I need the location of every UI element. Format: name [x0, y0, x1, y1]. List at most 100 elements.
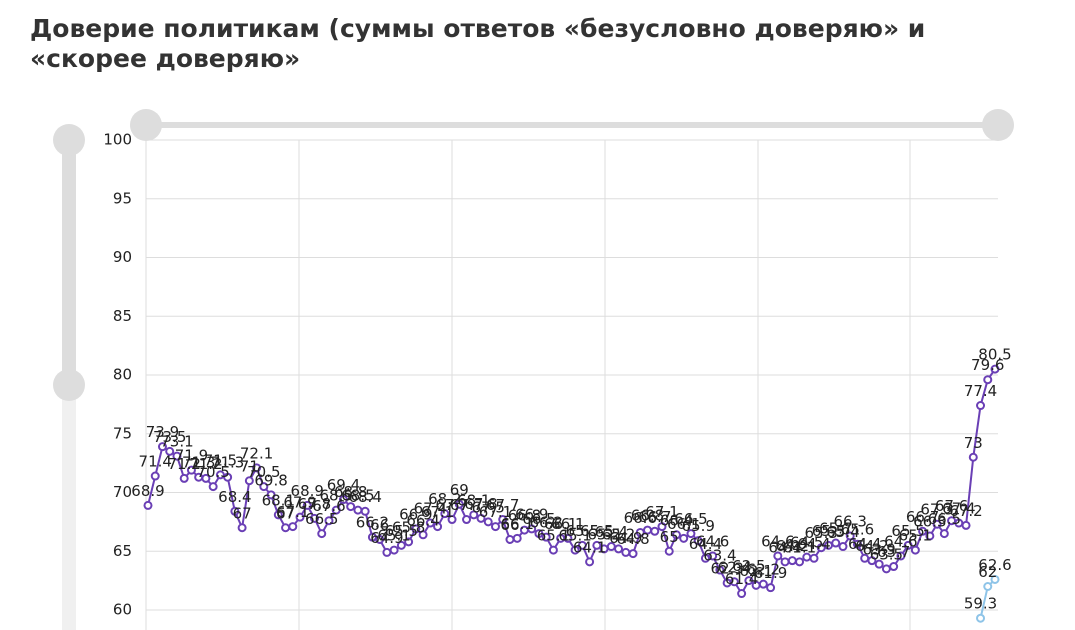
data-label: 79.6	[971, 356, 1004, 374]
data-label: 62.1	[739, 562, 772, 580]
data-label: 66.5	[928, 510, 961, 528]
point	[317, 529, 327, 539]
data-label: 67.7	[450, 496, 483, 514]
data-label: 62.5	[732, 557, 765, 575]
y-tick-label: 75	[113, 424, 132, 442]
point	[505, 535, 515, 544]
y-tick-label: 80	[113, 366, 132, 384]
data-label: 67.6	[312, 497, 345, 515]
data-label: 65.5	[385, 522, 418, 540]
point	[541, 532, 551, 542]
point	[447, 515, 457, 525]
data-label: 65.1	[899, 527, 932, 545]
data-label: 66.4	[406, 511, 439, 529]
data-label: 68.5	[341, 487, 374, 505]
data-label: 67.1	[421, 503, 454, 521]
point	[983, 375, 993, 385]
data-label: 68.4	[348, 488, 381, 506]
point	[679, 533, 689, 543]
point	[302, 500, 312, 510]
point	[165, 446, 175, 456]
point	[809, 553, 819, 563]
data-label: 67.7	[435, 496, 468, 514]
data-label: 65.5	[891, 522, 924, 540]
data-label: 68.1	[262, 491, 295, 509]
slider-range	[62, 140, 76, 385]
point	[353, 505, 363, 515]
point	[143, 500, 153, 510]
data-label: 64.9	[370, 529, 403, 547]
x-zoom-slider[interactable]	[130, 109, 1014, 141]
point	[671, 530, 681, 540]
point	[324, 516, 334, 526]
point	[976, 401, 986, 411]
point	[157, 442, 167, 452]
point	[295, 512, 305, 522]
data-label: 71.2	[189, 455, 222, 473]
data-label: 65.1	[377, 527, 410, 545]
data-label: 65.5	[580, 522, 613, 540]
point	[179, 473, 189, 483]
point	[389, 545, 399, 555]
data-label: 68.8	[334, 483, 367, 501]
data-label: 59.3	[964, 595, 997, 613]
point	[338, 495, 348, 505]
point	[490, 522, 500, 532]
point	[469, 510, 479, 520]
slider-handle[interactable]	[130, 109, 162, 141]
data-label: 71.4	[139, 453, 172, 471]
slider-handle[interactable]	[53, 124, 85, 156]
point	[483, 517, 493, 527]
point	[281, 523, 291, 533]
data-label: 66.6	[624, 509, 657, 527]
point	[889, 562, 899, 572]
data-label: 65.8	[392, 518, 425, 536]
y-zoom-slider[interactable]	[53, 124, 85, 630]
data-label: 66.2	[356, 514, 389, 532]
point	[939, 529, 949, 539]
data-label: 64.4	[689, 535, 722, 553]
data-label: 68.9	[291, 482, 324, 500]
data-label: 62	[978, 563, 997, 581]
point	[773, 551, 783, 561]
data-label: 67.1	[479, 503, 512, 521]
data-label: 65.1	[558, 527, 591, 545]
data-label: 66.1	[551, 515, 584, 533]
point	[476, 513, 486, 523]
data-label: 66.3	[834, 512, 867, 530]
data-label: 71	[240, 457, 259, 475]
data-label: 67	[276, 504, 295, 522]
point	[150, 471, 160, 481]
data-label: 66.9	[399, 505, 432, 523]
point	[454, 499, 464, 509]
point	[968, 452, 978, 462]
data-label: 67.4	[414, 500, 447, 518]
data-label: 66.5	[522, 510, 555, 528]
data-label: 67.1	[276, 503, 309, 521]
point	[201, 473, 211, 483]
data-label: 66	[500, 516, 519, 534]
data-label: 63.5	[870, 545, 903, 563]
point	[686, 529, 696, 539]
point	[976, 613, 986, 623]
point	[208, 482, 218, 492]
point	[223, 472, 233, 482]
point	[990, 574, 1000, 584]
data-label: 71.9	[175, 447, 208, 465]
point	[512, 533, 522, 543]
x-grid	[145, 140, 911, 630]
point	[657, 522, 667, 532]
slider-handle[interactable]	[982, 109, 1014, 141]
slider-handle[interactable]	[53, 369, 85, 401]
point	[983, 582, 993, 591]
point	[585, 557, 595, 567]
point	[273, 510, 283, 520]
data-label: 73.5	[153, 428, 186, 446]
data-label: 66.5	[305, 510, 338, 528]
data-label: 67.9	[283, 494, 316, 512]
data-label: 65.6	[841, 521, 874, 539]
y-tick-label: 70	[113, 483, 132, 501]
point	[462, 515, 472, 525]
